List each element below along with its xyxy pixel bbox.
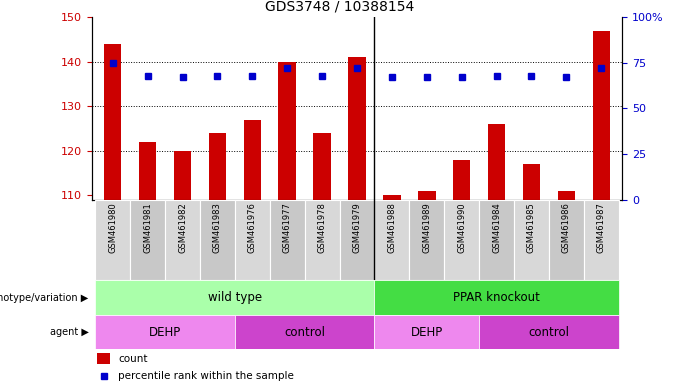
- Bar: [305, 200, 339, 280]
- Text: GSM461988: GSM461988: [388, 202, 396, 253]
- Bar: [409, 200, 444, 280]
- Text: GSM461977: GSM461977: [283, 202, 292, 253]
- Bar: [592, 31, 610, 200]
- Bar: [104, 44, 122, 200]
- Bar: [313, 133, 331, 200]
- Bar: [174, 151, 191, 200]
- Text: count: count: [118, 354, 148, 364]
- Text: GSM461983: GSM461983: [213, 202, 222, 253]
- Text: PPAR knockout: PPAR knockout: [453, 291, 540, 304]
- Bar: [235, 200, 270, 280]
- Text: GSM461980: GSM461980: [108, 202, 117, 253]
- Text: GSM461984: GSM461984: [492, 202, 501, 253]
- Bar: [479, 200, 514, 280]
- Bar: [514, 200, 549, 280]
- Bar: [444, 200, 479, 280]
- Bar: [243, 119, 261, 200]
- Text: percentile rank within the sample: percentile rank within the sample: [118, 371, 294, 381]
- Bar: [488, 124, 505, 200]
- Text: agent ▶: agent ▶: [50, 327, 88, 337]
- Text: wild type: wild type: [208, 291, 262, 304]
- Text: genotype/variation ▶: genotype/variation ▶: [0, 293, 88, 303]
- Bar: [375, 200, 409, 280]
- Text: GSM461981: GSM461981: [143, 202, 152, 253]
- Bar: [418, 191, 435, 200]
- Text: GSM461989: GSM461989: [422, 202, 431, 253]
- Text: GSM461986: GSM461986: [562, 202, 571, 253]
- Bar: [383, 195, 401, 200]
- Bar: [209, 133, 226, 200]
- Text: GSM461990: GSM461990: [457, 202, 466, 253]
- Bar: [165, 200, 200, 280]
- Bar: [375, 280, 619, 315]
- Bar: [235, 315, 375, 349]
- Text: GSM461985: GSM461985: [527, 202, 536, 253]
- Text: GDS3748 / 10388154: GDS3748 / 10388154: [265, 0, 415, 13]
- Text: DEHP: DEHP: [411, 326, 443, 339]
- Bar: [584, 200, 619, 280]
- Bar: [279, 62, 296, 200]
- Bar: [95, 200, 130, 280]
- Bar: [348, 57, 366, 200]
- Bar: [130, 200, 165, 280]
- Bar: [375, 315, 479, 349]
- Text: GSM461976: GSM461976: [248, 202, 257, 253]
- Text: GSM461978: GSM461978: [318, 202, 326, 253]
- Bar: [200, 200, 235, 280]
- Bar: [479, 315, 619, 349]
- Bar: [139, 142, 156, 200]
- Bar: [453, 160, 471, 200]
- Text: DEHP: DEHP: [149, 326, 181, 339]
- Bar: [95, 315, 235, 349]
- Text: control: control: [528, 326, 569, 339]
- Text: GSM461987: GSM461987: [597, 202, 606, 253]
- Bar: [523, 164, 540, 200]
- Bar: [95, 280, 375, 315]
- Text: control: control: [284, 326, 325, 339]
- Text: GSM461979: GSM461979: [352, 202, 362, 253]
- Bar: [97, 353, 110, 364]
- Bar: [558, 191, 575, 200]
- Bar: [339, 200, 375, 280]
- Bar: [270, 200, 305, 280]
- Bar: [549, 200, 584, 280]
- Text: GSM461982: GSM461982: [178, 202, 187, 253]
